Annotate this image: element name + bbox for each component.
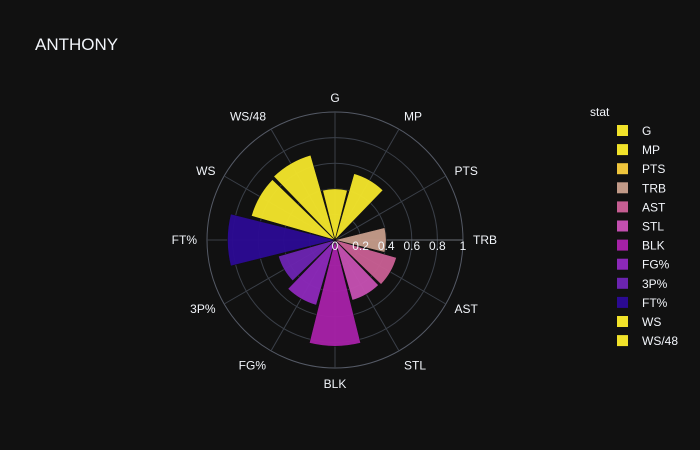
legend-item-label[interactable]: MP <box>642 143 660 157</box>
legend-item-label[interactable]: BLK <box>642 239 665 253</box>
angular-label-ws: WS <box>196 164 215 178</box>
bar-fg-[interactable] <box>287 239 336 306</box>
radial-ticks: 0 0.2 0.4 0.6 0.8 1 <box>332 239 467 253</box>
bar-g[interactable] <box>322 188 348 241</box>
angular-label-mp: MP <box>404 110 422 124</box>
angular-label-ast: AST <box>455 302 479 316</box>
bar-ws[interactable] <box>250 179 336 241</box>
bar-stl[interactable] <box>334 239 379 301</box>
legend-item-label[interactable]: AST <box>642 200 666 214</box>
legend-swatch[interactable] <box>617 277 628 289</box>
legend-swatch[interactable] <box>617 335 628 347</box>
legend-swatch[interactable] <box>617 201 628 213</box>
radial-tick-label: 0.8 <box>429 239 446 253</box>
legend-item-label[interactable]: G <box>642 124 651 138</box>
angular-label-3p-: 3P% <box>190 302 216 316</box>
bar-ft-[interactable] <box>227 213 336 267</box>
legend-swatch[interactable] <box>617 220 628 232</box>
angular-label-stl: STL <box>404 359 426 373</box>
angular-labels: G MP PTS TRB AST STL BLK FG% 3P% FT% WS WS/48 <box>172 91 497 391</box>
angular-label-ft-: FT% <box>172 233 198 247</box>
legend-item-label[interactable]: PTS <box>642 162 665 176</box>
legend-title: stat <box>590 105 610 119</box>
legend-swatch[interactable] <box>617 144 628 156</box>
radial-tick-label: 0.2 <box>352 239 369 253</box>
bar-3p-[interactable] <box>278 239 336 282</box>
angular-label-ws-48: WS/48 <box>230 110 266 124</box>
legend-item-label[interactable]: WS/48 <box>642 334 678 348</box>
legend-swatch[interactable] <box>617 239 628 251</box>
legend-item-label[interactable]: 3P% <box>642 277 668 291</box>
legend-swatch[interactable] <box>617 258 628 270</box>
legend-swatch[interactable] <box>617 296 628 308</box>
legend-item-label[interactable]: FG% <box>642 258 670 272</box>
bars-group <box>227 154 397 347</box>
radial-tick-label: 0 <box>332 239 339 253</box>
grid-spoke <box>334 175 447 241</box>
bar-blk[interactable] <box>308 239 362 347</box>
legend-item-label[interactable]: FT% <box>642 296 668 310</box>
radial-tick-label: 0.6 <box>403 239 420 253</box>
angular-label-fg-: FG% <box>239 359 267 373</box>
legend-swatch[interactable] <box>617 182 628 194</box>
angular-label-trb: TRB <box>473 233 497 247</box>
bar-ast[interactable] <box>334 239 397 285</box>
legend-swatch[interactable] <box>617 316 628 327</box>
radial-tick-label: 1 <box>460 239 467 253</box>
legend-item-label[interactable]: WS <box>642 315 661 329</box>
legend-item-label[interactable]: STL <box>642 220 664 234</box>
legend[interactable]: stat G MP PTS TRB AST STL BLK FG% 3P% FT% WS WS/48 <box>590 105 678 348</box>
bar-mp[interactable] <box>334 173 384 241</box>
bar-trb[interactable] <box>334 227 387 253</box>
angular-label-pts: PTS <box>455 164 478 178</box>
legend-swatch[interactable] <box>617 163 628 175</box>
angular-label-g: G <box>330 91 339 105</box>
bar-ws-48[interactable] <box>273 154 336 241</box>
legend-item-label[interactable]: TRB <box>642 181 666 195</box>
angular-label-blk: BLK <box>324 377 347 391</box>
radial-tick-label: 0.4 <box>378 239 395 253</box>
legend-swatch[interactable] <box>617 125 628 136</box>
chart-title: ANTHONY <box>35 35 118 54</box>
